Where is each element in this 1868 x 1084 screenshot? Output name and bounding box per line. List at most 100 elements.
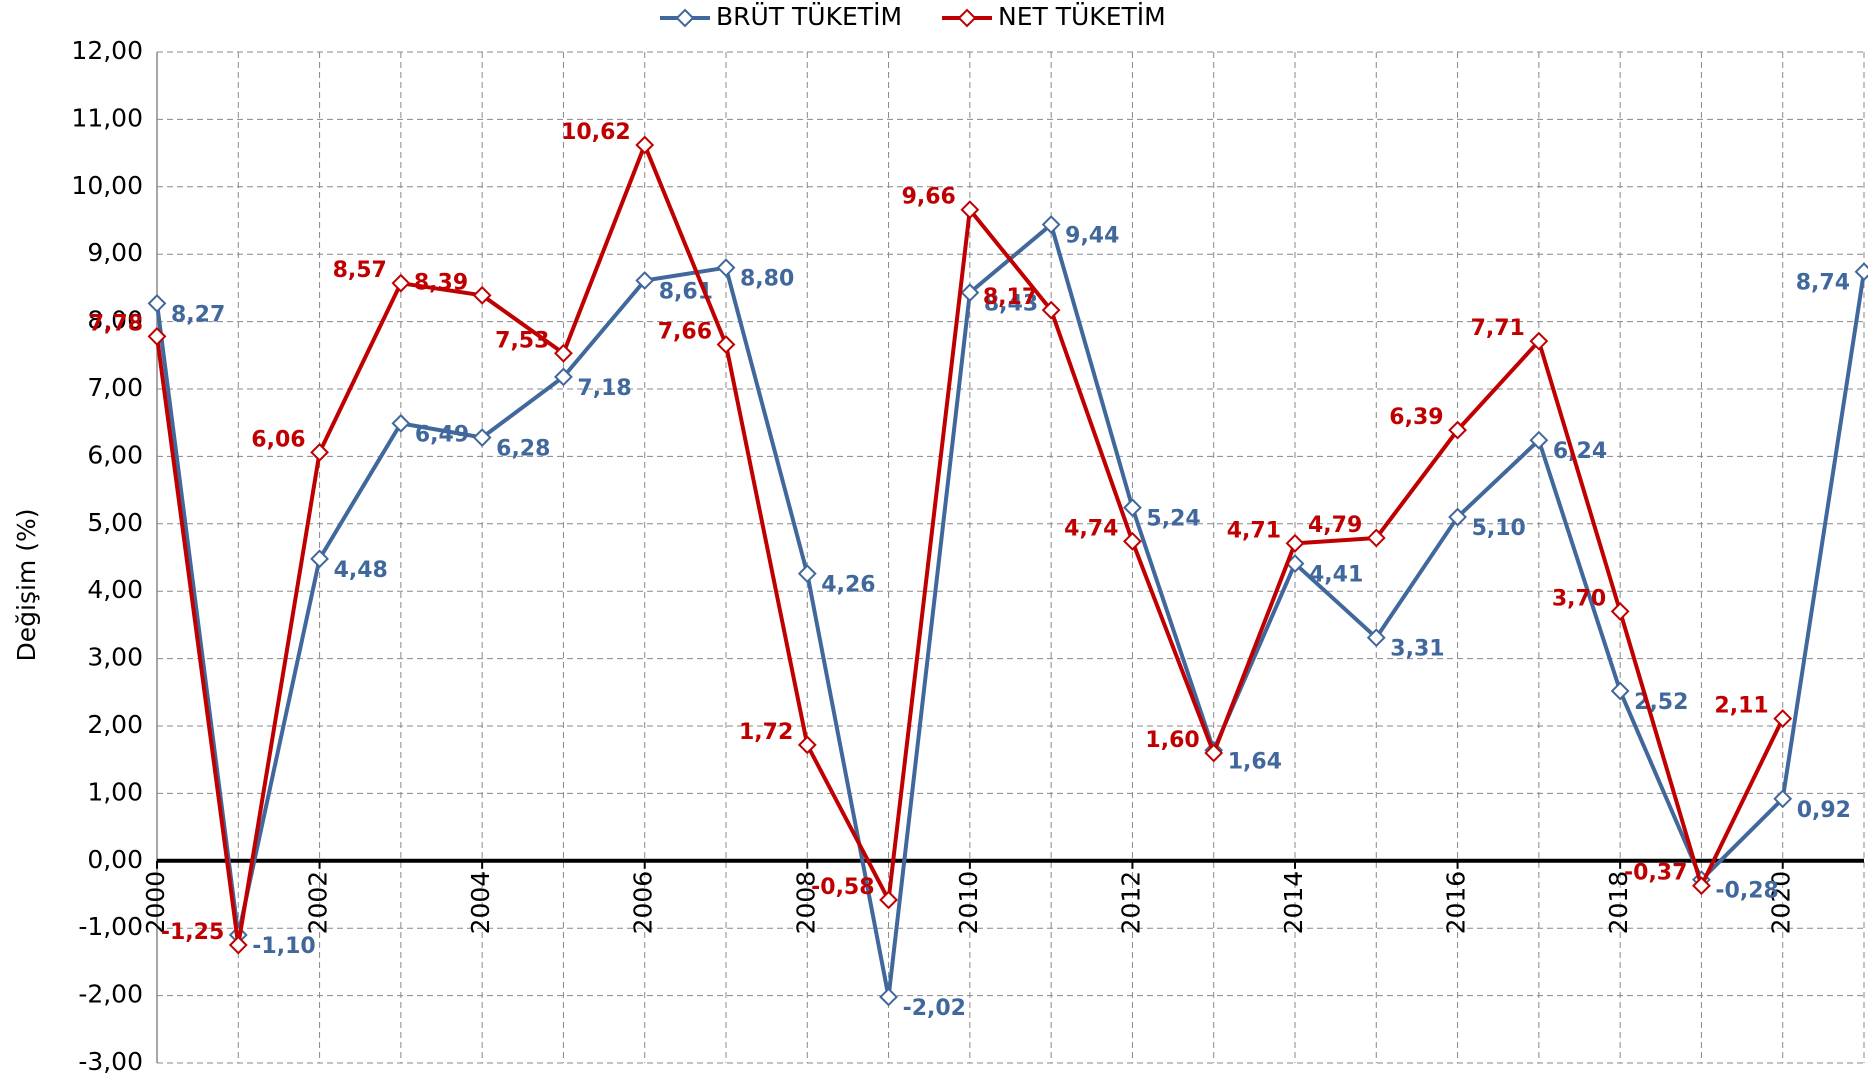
marker — [1610, 602, 1630, 621]
data-label: -1,10 — [252, 934, 315, 959]
marker — [1692, 876, 1711, 896]
marker — [1610, 681, 1630, 701]
data-label: 7,66 — [658, 320, 712, 345]
y-tick-label: 8,00 — [87, 306, 143, 335]
marker — [716, 335, 736, 354]
data-label: 8,27 — [171, 302, 225, 327]
marker — [797, 564, 817, 584]
data-label: 1,60 — [1145, 728, 1199, 753]
legend-marker — [957, 8, 977, 28]
data-label: 1,64 — [1228, 749, 1282, 774]
y-tick-label: -1,00 — [78, 912, 143, 941]
data-label: 7,71 — [1471, 316, 1525, 341]
data-label: 2,11 — [1714, 694, 1768, 719]
data-label: 6,49 — [415, 422, 469, 447]
y-tick-label: 10,00 — [71, 171, 143, 200]
marker — [472, 285, 492, 305]
marker — [147, 327, 167, 346]
data-label: -2,02 — [903, 996, 966, 1021]
data-label: 7,53 — [495, 328, 549, 353]
data-label: 5,10 — [1472, 516, 1526, 541]
legend-label: BRÜT TÜKETİM — [716, 2, 902, 31]
y-axis-title: Değişim (%) — [12, 509, 41, 662]
legend-label: NET TÜKETİM — [998, 2, 1166, 31]
data-label: 4,48 — [334, 558, 388, 583]
y-tick-label: 4,00 — [87, 575, 143, 604]
y-tick-label: -3,00 — [78, 1047, 143, 1076]
x-tick-label: 2016 — [1442, 871, 1471, 935]
y-tick-label: -2,00 — [78, 980, 143, 1009]
x-tick-label: 2014 — [1279, 871, 1308, 935]
marker — [554, 343, 573, 363]
marker — [1854, 262, 1868, 282]
data-label: 6,24 — [1553, 439, 1607, 464]
marker — [1123, 531, 1142, 551]
data-label: 4,41 — [1309, 563, 1363, 588]
data-label: 6,39 — [1389, 405, 1443, 430]
marker — [1448, 420, 1467, 440]
marker — [1448, 507, 1467, 527]
data-label: 4,79 — [1308, 513, 1362, 538]
x-tick-label: 2000 — [141, 871, 170, 935]
marker — [716, 258, 736, 278]
y-tick-label: 3,00 — [87, 643, 143, 672]
marker — [391, 413, 411, 433]
data-label: -0,37 — [1624, 861, 1687, 886]
data-label: 3,70 — [1552, 586, 1606, 611]
data-label: 8,17 — [983, 285, 1037, 310]
x-tick-label: 2020 — [1767, 871, 1796, 935]
data-label: 3,31 — [1390, 637, 1444, 662]
marker — [1529, 331, 1549, 351]
marker — [472, 428, 492, 447]
y-tick-label: 2,00 — [87, 710, 143, 739]
y-tick-label: 9,00 — [87, 238, 143, 267]
data-label: 8,74 — [1796, 271, 1850, 296]
x-tick-label: 2018 — [1604, 871, 1633, 935]
data-label: 10,62 — [561, 120, 631, 145]
marker — [228, 935, 248, 955]
data-label: 7,18 — [577, 376, 631, 401]
marker — [1204, 743, 1224, 763]
marker — [310, 549, 329, 569]
marker — [554, 367, 573, 387]
y-tick-label: 1,00 — [87, 777, 143, 806]
x-tick-label: 2012 — [1116, 871, 1145, 935]
data-label: 2,52 — [1634, 690, 1688, 715]
marker — [1773, 709, 1793, 729]
marker — [1041, 300, 1061, 320]
marker — [960, 200, 980, 220]
data-label: 9,44 — [1065, 224, 1119, 249]
data-label: 5,24 — [1146, 507, 1200, 532]
marker — [147, 293, 167, 313]
y-tick-label: 5,00 — [87, 508, 143, 537]
marker — [1123, 498, 1142, 518]
data-label: 6,28 — [496, 437, 550, 462]
data-label: 1,72 — [739, 720, 793, 745]
x-tick-label: 2010 — [954, 871, 983, 935]
data-label: 8,39 — [414, 270, 468, 295]
marker — [1366, 628, 1386, 648]
data-label: 4,26 — [821, 573, 875, 598]
y-tick-label: 12,00 — [71, 36, 143, 65]
data-label: 8,43 — [984, 292, 1038, 317]
data-label: 8,57 — [333, 258, 387, 283]
y-tick-label: 11,00 — [71, 103, 143, 132]
marker — [391, 273, 411, 293]
data-label: 4,74 — [1064, 516, 1118, 541]
x-tick-label: 2004 — [466, 871, 495, 935]
data-label: 7,78 — [89, 311, 143, 336]
data-label: 4,71 — [1227, 518, 1281, 543]
y-tick-label: 7,00 — [87, 373, 143, 402]
marker — [1041, 215, 1061, 234]
marker — [1529, 430, 1549, 450]
data-label: -0,28 — [1715, 879, 1778, 904]
y-tick-label: 0,00 — [87, 845, 143, 874]
marker — [310, 442, 329, 462]
data-label: -1,25 — [161, 920, 224, 945]
marker — [879, 987, 898, 1007]
data-label: -0,58 — [811, 875, 874, 900]
marker — [635, 135, 655, 155]
x-tick-label: 2008 — [791, 871, 820, 935]
y-tick-label: 6,00 — [87, 440, 143, 469]
marker — [1366, 528, 1386, 548]
